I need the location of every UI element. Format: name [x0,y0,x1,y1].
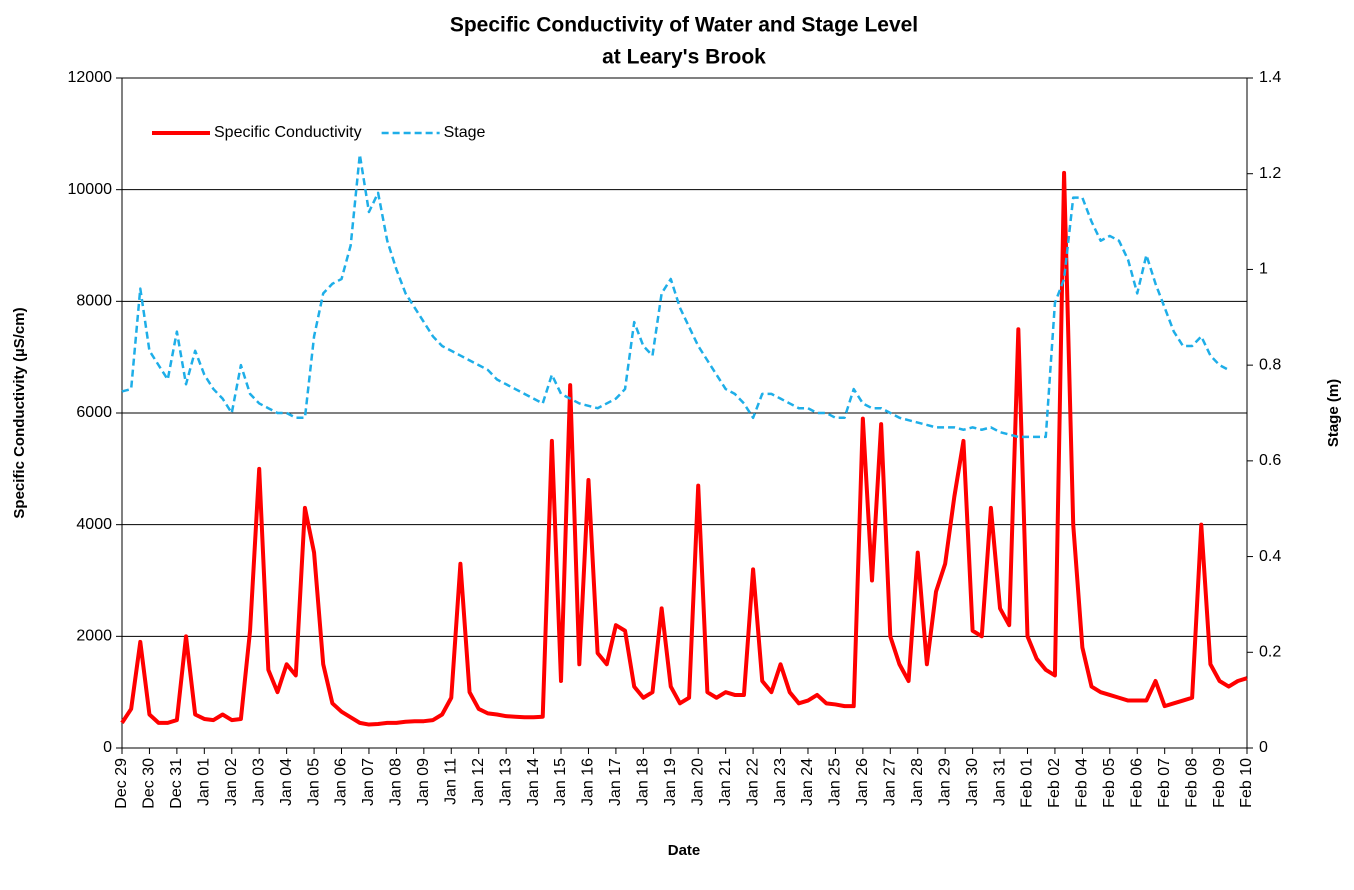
y2-tick-label: 0.8 [1259,356,1281,373]
x-tick-label: Feb 10 [1238,758,1255,808]
x-tick-label: Jan 14 [525,758,542,806]
x-tick-label: Jan 07 [360,758,377,806]
x-tick-label: Jan 26 [854,758,871,806]
chart-title: at Leary's Brook [602,46,766,69]
x-tick-label: Jan 23 [772,758,789,806]
x-tick-label: Jan 22 [744,758,761,806]
x-tick-label: Jan 04 [278,758,295,806]
x-tick-label: Jan 02 [223,758,240,806]
x-tick-label: Jan 24 [799,758,816,806]
y-tick-label: 2000 [76,628,112,645]
x-tick-label: Feb 04 [1074,758,1091,808]
x-tick-label: Jan 30 [964,758,981,806]
x-tick-label: Jan 09 [415,758,432,806]
x-tick-label: Feb 02 [1046,758,1063,808]
x-tick-label: Feb 08 [1183,758,1200,808]
x-tick-label: Jan 12 [470,758,487,806]
y2-axis-label: Stage (m) [1325,379,1342,447]
x-tick-label: Feb 05 [1101,758,1118,808]
series-line [121,153,1230,439]
y-axis-label: Specific Conductivity (µS/cm) [11,307,28,518]
y2-tick-label: 0.4 [1259,548,1281,565]
x-tick-label: Jan 05 [305,758,322,806]
x-tick-label: Jan 20 [689,758,706,806]
series-line [120,170,1248,727]
y2-tick-label: 1.2 [1259,165,1281,182]
legend-label: Stage [444,124,486,141]
x-tick-label: Jan 19 [662,758,679,806]
y-tick-label: 0 [103,739,112,756]
x-tick-label: Feb 07 [1156,758,1173,808]
y2-tick-label: 0 [1259,739,1268,756]
x-tick-label: Jan 16 [580,758,597,806]
x-tick-label: Jan 31 [991,758,1008,806]
x-tick-label: Dec 29 [113,758,130,809]
x-tick-label: Jan 21 [717,758,734,806]
y2-tick-label: 1.4 [1259,69,1281,86]
x-tick-label: Jan 29 [936,758,953,806]
y2-tick-label: 0.2 [1259,644,1281,661]
x-tick-label: Jan 06 [333,758,350,806]
legend-label: Specific Conductivity [214,124,362,141]
chart-title: Specific Conductivity of Water and Stage… [450,14,918,37]
y-tick-label: 8000 [76,293,112,310]
x-tick-label: Jan 15 [552,758,569,806]
y-tick-label: 12000 [68,69,113,86]
x-tick-label: Jan 03 [250,758,267,806]
y2-tick-label: 0.6 [1259,452,1281,469]
x-tick-label: Jan 28 [909,758,926,806]
x-tick-label: Jan 08 [388,758,405,806]
y2-tick-label: 1 [1259,261,1268,278]
x-tick-label: Dec 30 [141,758,158,809]
x-tick-label: Jan 11 [442,758,459,805]
y-tick-label: 4000 [76,516,112,533]
x-tick-label: Jan 01 [196,758,213,806]
y-tick-label: 6000 [76,404,112,421]
y-tick-label: 10000 [68,181,113,198]
x-tick-label: Jan 17 [607,758,624,806]
x-tick-label: Jan 18 [635,758,652,806]
x-tick-label: Jan 25 [827,758,844,806]
x-axis-label: Date [668,842,701,859]
x-tick-label: Feb 01 [1019,758,1036,808]
plot-frame [121,77,1248,749]
x-tick-label: Dec 31 [168,758,185,809]
x-tick-label: Feb 09 [1211,758,1228,808]
x-tick-label: Jan 13 [497,758,514,806]
x-tick-label: Jan 27 [882,758,899,806]
x-tick-label: Feb 06 [1128,758,1145,808]
